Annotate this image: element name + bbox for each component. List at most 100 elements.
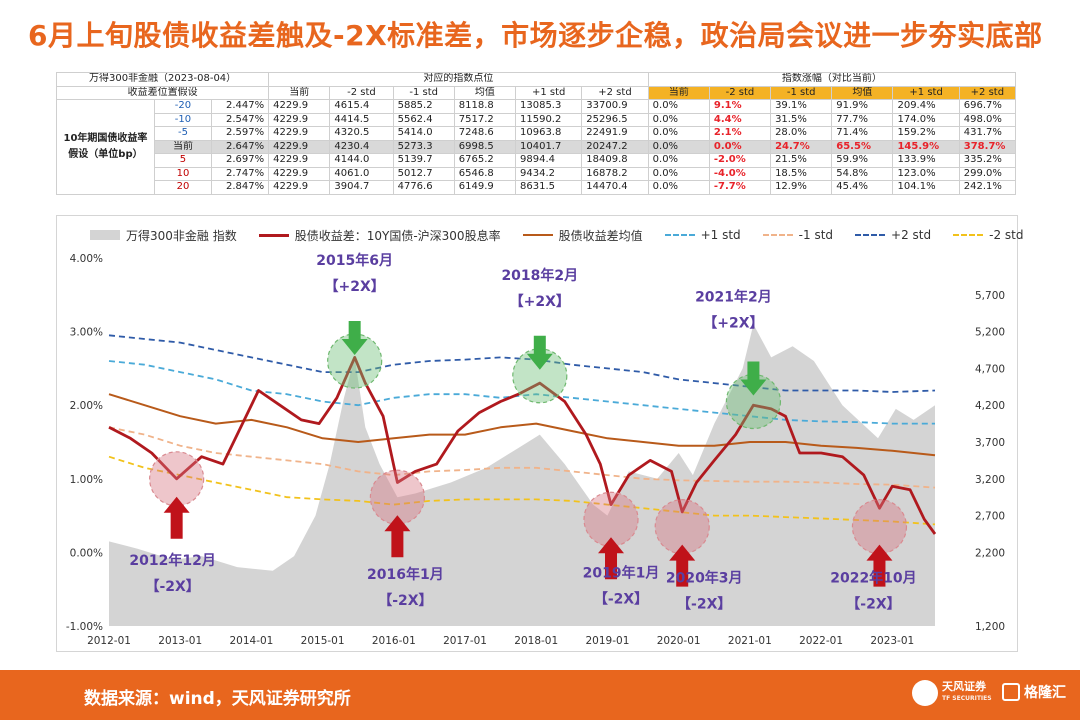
legend-m1-label: -1 std	[798, 228, 834, 242]
col-header-change: +2 std	[958, 85, 1017, 100]
index-point: 22491.9	[581, 126, 649, 141]
index-change: 0.0%	[647, 180, 710, 195]
x-tick-label: 2017-01	[443, 635, 487, 647]
index-point: 4229.9	[268, 126, 331, 141]
table-row: -10 2.547% 4229.9 4414.5 5562.4 7517.2 11590.2…	[57, 112, 1017, 127]
legend-p1-line	[664, 234, 695, 236]
col-header-change: +1 std	[892, 85, 960, 100]
y-right-tick-label: 4,200	[975, 400, 1005, 412]
index-point: 14470.4	[581, 180, 649, 195]
table-corner-label: 万得300非金融（2023-08-04）	[55, 72, 270, 87]
annotation-tag: 【-2X】	[145, 579, 199, 595]
index-change: 0.0%	[647, 166, 710, 181]
up-arrow-icon	[598, 537, 625, 580]
legend-index: 万得300非金融 指数	[90, 227, 237, 244]
x-tick-label: 2020-01	[657, 635, 701, 647]
index-point: 11590.2	[514, 112, 583, 127]
legend-spread: 股债收益差：10Y国债-沪深300股息率	[258, 227, 501, 244]
plus2-std-line	[108, 334, 936, 393]
spread-value: 2.597%	[211, 126, 270, 141]
legend-mean: 股债收益差均值	[522, 227, 643, 244]
index-point: 5562.4	[392, 112, 455, 127]
x-tick-label: 2023-01	[870, 635, 914, 647]
index-point: 4229.9	[268, 180, 331, 195]
index-change: 0.0%	[708, 139, 772, 154]
chart-area: 4.00% 3.00% 2.00% 1.00% 0.00% -1.00% 5,700 5,20…	[56, 215, 1018, 652]
up-arrow-icon	[384, 515, 411, 558]
tf-logo-icon	[912, 680, 938, 706]
legend-m2: -2 std	[953, 228, 1023, 242]
index-point: 4229.9	[268, 99, 331, 114]
y-right-tick-label: 4,700	[975, 363, 1005, 375]
index-point: 3904.7	[329, 180, 394, 195]
index-point: 25296.5	[581, 112, 649, 127]
y-right-tick-label: 3,200	[975, 474, 1005, 486]
spread-value: 2.447%	[211, 99, 270, 114]
index-change: 59.9%	[831, 153, 894, 168]
col-header-points: +1 std	[514, 85, 583, 100]
plus1-std-line	[108, 360, 935, 425]
index-change: 39.1%	[770, 99, 833, 114]
legend-p2-label: +2 std	[891, 228, 932, 242]
down-arrow-icon	[341, 321, 368, 356]
annotation-date: 2022年10月	[830, 570, 916, 587]
annotation-date: 2021年2月	[695, 289, 772, 306]
index-change: 0.0%	[647, 153, 710, 168]
y-right-tick-label: 5,200	[975, 327, 1005, 339]
index-point: 33700.9	[581, 99, 649, 114]
legend-p1: +1 std	[664, 228, 741, 242]
index-point: 4414.5	[329, 112, 394, 127]
annotation-date: 2016年1月	[367, 566, 444, 583]
index-change: 123.0%	[892, 166, 960, 181]
annotation-tag: 【-2X】	[846, 597, 900, 613]
table-group-points: 对应的指数点位	[268, 72, 649, 87]
index-point: 5012.7	[392, 166, 455, 181]
index-point: 9894.4	[514, 153, 583, 168]
index-point: 5139.7	[392, 153, 455, 168]
row-group-label: 10年期国债收益率假设（单位bp）	[56, 99, 155, 195]
annotation-tag: 【+2X】	[325, 279, 385, 295]
index-point: 13085.3	[514, 99, 583, 114]
legend-spread-line	[258, 233, 289, 237]
x-tick-label: 2019-01	[586, 635, 630, 647]
col-header-change: -2 std	[708, 85, 772, 100]
table-row: 20 2.847% 4229.9 3904.7 4776.6 6149.9 8631.5 14…	[57, 180, 1017, 195]
index-change: -2.0%	[708, 153, 772, 168]
footer-bar: 数据来源：wind，天风证券研究所 天风证券 TF SECURITIES 格隆汇	[0, 670, 1080, 720]
annotation-tag: 【+2X】	[510, 294, 570, 310]
y-right-tick-label: 5,700	[975, 290, 1005, 302]
annotation-date: 2015年6月	[316, 252, 393, 269]
x-tick-label: 2021-01	[728, 635, 772, 647]
legend-index-swatch	[90, 230, 120, 240]
index-point: 8631.5	[514, 180, 583, 195]
spread-value: 2.747%	[211, 166, 270, 181]
annotation-tag: 【-2X】	[677, 597, 731, 613]
y-left-tick-label: 3.00%	[70, 327, 103, 339]
index-change: 4.4%	[708, 112, 772, 127]
col-header-change: -1 std	[770, 85, 833, 100]
index-point: 20247.2	[581, 139, 649, 154]
legend-m2-line	[953, 234, 984, 236]
y-right-tick-label: 2,200	[975, 547, 1005, 559]
table-row: 5 2.697% 4229.9 4144.0 5139.7 6765.2 9894.4 184…	[57, 153, 1017, 168]
index-point: 4776.6	[392, 180, 455, 195]
index-change: -4.0%	[708, 166, 772, 181]
legend-p2-line	[855, 234, 886, 236]
chart-legend: 万得300非金融 指数 股债收益差：10Y国债-沪深300股息率 股债收益差均值…	[90, 225, 1045, 245]
index-change: 0.0%	[647, 112, 710, 127]
index-area	[109, 324, 935, 626]
index-change: 299.0%	[958, 166, 1017, 181]
minus1-std-line	[108, 426, 936, 489]
index-change: 28.0%	[770, 126, 833, 141]
index-change: 0.0%	[647, 139, 710, 154]
y-right-tick-label: 2,700	[975, 511, 1005, 523]
col-header-change: 当前	[647, 85, 710, 100]
index-change: 104.1%	[892, 180, 960, 195]
index-point: 6765.2	[453, 153, 517, 168]
tf-logo-name: 天风证券	[942, 680, 986, 693]
index-point: 4615.4	[329, 99, 394, 114]
index-point: 6149.9	[453, 180, 517, 195]
table-group-change: 指数涨幅（对比当前）	[647, 72, 1017, 87]
index-change: 335.2%	[958, 153, 1017, 168]
index-point: 4320.5	[329, 126, 394, 141]
